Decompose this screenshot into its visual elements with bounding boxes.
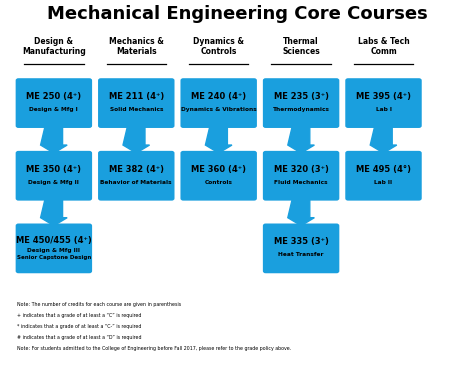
FancyBboxPatch shape [98, 78, 174, 128]
Text: Design &
Manufacturing: Design & Manufacturing [22, 37, 86, 56]
Text: * indicates that a grade of at least a “C-” is required: * indicates that a grade of at least a “… [17, 324, 142, 329]
FancyBboxPatch shape [263, 78, 339, 128]
Text: ME 395 (4⁺): ME 395 (4⁺) [356, 92, 411, 101]
Text: ME 320 (3⁺): ME 320 (3⁺) [273, 165, 328, 174]
FancyBboxPatch shape [98, 151, 174, 201]
Text: ME 382 (4⁺): ME 382 (4⁺) [109, 165, 164, 174]
Text: Design & Mfg III: Design & Mfg III [27, 248, 81, 253]
Text: Solid Mechanics: Solid Mechanics [109, 107, 163, 112]
Text: Note: For students admitted to the College of Engineering before Fall 2017, plea: Note: For students admitted to the Colle… [17, 346, 292, 351]
Text: Behavior of Materials: Behavior of Materials [100, 180, 172, 185]
Text: Heat Transfer: Heat Transfer [278, 253, 324, 257]
Text: Design & Mfg II: Design & Mfg II [28, 180, 79, 185]
Text: Design & Mfg I: Design & Mfg I [29, 107, 78, 112]
Text: Fluid Mechanics: Fluid Mechanics [274, 180, 328, 185]
Polygon shape [288, 126, 314, 153]
Text: ME 350 (4⁺): ME 350 (4⁺) [27, 165, 82, 174]
FancyBboxPatch shape [345, 151, 422, 201]
Polygon shape [370, 126, 397, 153]
Text: Dynamics & Vibrations: Dynamics & Vibrations [181, 107, 256, 112]
FancyBboxPatch shape [181, 151, 257, 201]
Text: ME 211 (4⁺): ME 211 (4⁺) [109, 92, 164, 101]
Text: ME 240 (4⁺): ME 240 (4⁺) [191, 92, 246, 101]
Text: Lab I: Lab I [375, 107, 392, 112]
Polygon shape [288, 198, 314, 226]
Text: + indicates that a grade of at least a “C” is required: + indicates that a grade of at least a “… [17, 313, 142, 318]
Text: Controls: Controls [205, 180, 233, 185]
Text: ME 335 (3⁺): ME 335 (3⁺) [273, 237, 328, 246]
Polygon shape [41, 126, 67, 153]
FancyBboxPatch shape [263, 224, 339, 273]
Text: Dynamics &
Controls: Dynamics & Controls [193, 37, 244, 56]
Text: Labs & Tech
Comm: Labs & Tech Comm [357, 37, 410, 56]
Text: ME 450/455 (4⁺): ME 450/455 (4⁺) [16, 236, 92, 245]
Polygon shape [205, 126, 232, 153]
Polygon shape [123, 126, 150, 153]
Text: Thermal
Sciences: Thermal Sciences [282, 37, 320, 56]
FancyBboxPatch shape [263, 151, 339, 201]
Text: Senior Capstone Design: Senior Capstone Design [17, 255, 91, 260]
FancyBboxPatch shape [16, 151, 92, 201]
FancyBboxPatch shape [345, 78, 422, 128]
Text: Lab II: Lab II [374, 180, 392, 185]
Polygon shape [41, 198, 67, 226]
Text: ME 360 (4⁺): ME 360 (4⁺) [191, 165, 246, 174]
FancyBboxPatch shape [16, 78, 92, 128]
FancyBboxPatch shape [16, 224, 92, 273]
Text: Note: The number of credits for each course are given in parenthesis: Note: The number of credits for each cou… [17, 302, 182, 307]
Text: ME 235 (3⁺): ME 235 (3⁺) [273, 92, 328, 101]
Text: # indicates that a grade of at least a “D” is required: # indicates that a grade of at least a “… [17, 335, 142, 340]
Text: ME 495 (4°): ME 495 (4°) [356, 165, 411, 174]
FancyBboxPatch shape [181, 78, 257, 128]
Text: Mechanical Engineering Core Courses: Mechanical Engineering Core Courses [46, 5, 428, 23]
Text: ME 250 (4⁺): ME 250 (4⁺) [27, 92, 82, 101]
Text: Thermodynamics: Thermodynamics [273, 107, 329, 112]
Text: Mechanics &
Materials: Mechanics & Materials [109, 37, 164, 56]
